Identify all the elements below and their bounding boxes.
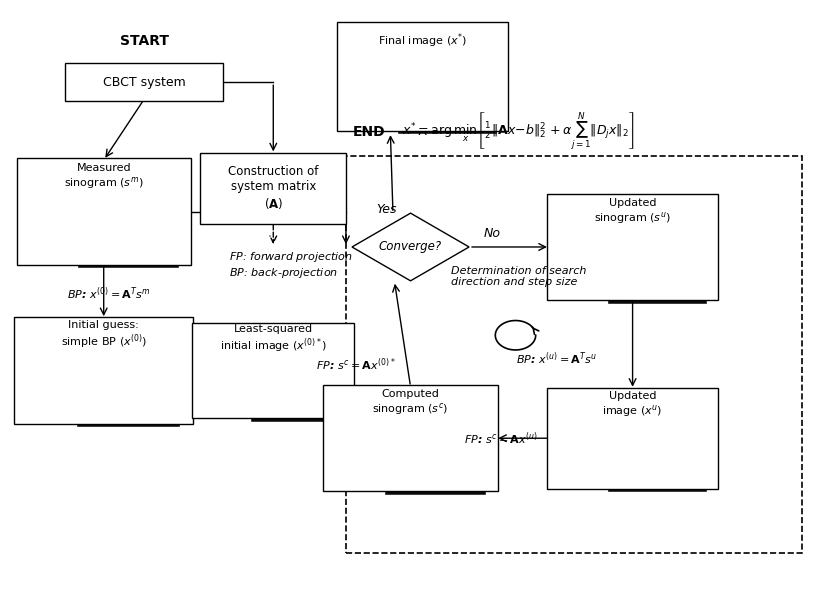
Bar	[374, 72, 472, 119]
Text: $\mathit{FP}$: $\mathit{forward\ projection}$
$\mathit{BP}$: $\mathit{back}$-$\m: $\mathit{FP}$: $\mathit{forward\ project…	[229, 249, 353, 280]
Text: $\mathbf{\mathit{FP}}$: $s^{c}=\mathbf{A}x^{(0)*}$: $\mathbf{\mathit{FP}}$: $s^{c}=\mathbf{A…	[316, 356, 396, 373]
Ellipse shape	[65, 369, 142, 407]
Ellipse shape	[78, 216, 150, 254]
Bar	[70, 217, 170, 263]
Text: Yes: Yes	[376, 203, 397, 216]
Ellipse shape	[599, 247, 670, 285]
Bar	[600, 252, 698, 298]
Text: Initial guess:
simple BP ($x^{(0)}$): Initial guess: simple BP ($x^{(0)}$)	[60, 320, 147, 351]
Text: Determination of search
direction and step size: Determination of search direction and st…	[451, 266, 586, 287]
Bar	[62, 212, 162, 258]
Bar	[390, 81, 488, 128]
FancyBboxPatch shape	[547, 194, 718, 300]
Bar	[360, 434, 461, 480]
Bar	[608, 257, 706, 302]
Text: $x^{*}=\arg\min_{x}\left[\frac{1}{2}\|\mathbf{A}x-b\|_{2}^{2}+\alpha\sum_{j=1}^{: $x^{*}=\arg\min_{x}\left[\frac{1}{2}\|\m…	[402, 111, 635, 153]
Ellipse shape	[385, 443, 412, 459]
Ellipse shape	[73, 374, 150, 412]
Bar	[584, 242, 681, 289]
Bar	[382, 77, 480, 124]
Ellipse shape	[607, 251, 678, 289]
FancyBboxPatch shape	[200, 153, 346, 224]
Text: START: START	[120, 34, 168, 48]
Text: END: END	[352, 125, 385, 139]
Bar	[68, 375, 171, 422]
Text: No: No	[483, 227, 500, 240]
Ellipse shape	[376, 438, 449, 476]
Ellipse shape	[619, 446, 646, 460]
Text: Updated
image ($x^{u}$): Updated image ($x^{u}$)	[602, 391, 663, 419]
Ellipse shape	[110, 218, 130, 231]
Bar	[76, 380, 179, 426]
Text: CBCT system: CBCT system	[102, 75, 185, 89]
Bar	[398, 86, 496, 133]
Ellipse shape	[385, 75, 460, 114]
Ellipse shape	[409, 85, 437, 100]
Text: Updated
sinogram ($s^{u}$): Updated sinogram ($s^{u}$)	[594, 198, 671, 226]
Text: $\mathbf{\mathit{BP}}$: $x^{(0)}=\mathbf{A}^{T}s^{m}$: $\mathbf{\mathit{BP}}$: $x^{(0)}=\mathbf…	[67, 286, 151, 302]
Ellipse shape	[78, 217, 106, 233]
Text: Converge?: Converge?	[379, 241, 442, 254]
Polygon shape	[352, 213, 469, 281]
Bar	[251, 381, 344, 422]
Bar	[608, 448, 706, 491]
FancyBboxPatch shape	[324, 385, 498, 491]
Ellipse shape	[238, 369, 309, 403]
Bar	[600, 444, 698, 487]
Ellipse shape	[638, 254, 658, 267]
Ellipse shape	[385, 443, 457, 481]
Text: Final image ($x^{*}$): Final image ($x^{*}$)	[378, 31, 467, 50]
Bar	[592, 439, 689, 482]
Ellipse shape	[246, 374, 317, 407]
FancyBboxPatch shape	[15, 317, 193, 424]
Ellipse shape	[260, 378, 286, 391]
Ellipse shape	[89, 379, 118, 394]
Ellipse shape	[607, 252, 634, 268]
Bar	[376, 443, 476, 489]
Bar	[235, 371, 328, 412]
Text: Least-squared
initial image ($x^{(0)*}$): Least-squared initial image ($x^{(0)*}$)	[220, 324, 327, 355]
Bar	[227, 366, 320, 407]
FancyBboxPatch shape	[192, 323, 354, 418]
Bar	[53, 366, 155, 412]
Bar	[78, 222, 178, 267]
FancyBboxPatch shape	[337, 21, 508, 131]
Bar	[60, 371, 163, 417]
Bar	[368, 438, 468, 485]
Bar	[584, 434, 681, 478]
Bar	[243, 376, 336, 417]
Ellipse shape	[595, 437, 670, 473]
Bar	[54, 207, 154, 253]
Bar	[385, 448, 485, 494]
Bar	[592, 247, 689, 293]
Text: $\mathbf{\mathit{BP}}$: $x^{(u)}=\mathbf{A}^{T}s^{u}$: $\mathbf{\mathit{BP}}$: $x^{(u)}=\mathbf…	[515, 350, 597, 367]
Text: Computed
sinogram ($s^{c}$): Computed sinogram ($s^{c}$)	[372, 389, 449, 418]
FancyBboxPatch shape	[16, 159, 191, 265]
FancyBboxPatch shape	[547, 388, 718, 488]
Ellipse shape	[70, 211, 141, 249]
Ellipse shape	[393, 80, 467, 119]
Ellipse shape	[603, 442, 678, 478]
Text: Construction of
system matrix
($\mathbf{A}$): Construction of system matrix ($\mathbf{…	[228, 166, 319, 211]
Text: Measured
sinogram ($s^{m}$): Measured sinogram ($s^{m}$)	[64, 163, 143, 191]
Text: $\mathbf{\mathit{FP}}$: $s^{c}=\mathbf{A}x^{(u)}$: $\mathbf{\mathit{FP}}$: $s^{c}=\mathbf{A…	[464, 430, 538, 447]
Ellipse shape	[416, 445, 437, 458]
FancyBboxPatch shape	[65, 64, 224, 101]
